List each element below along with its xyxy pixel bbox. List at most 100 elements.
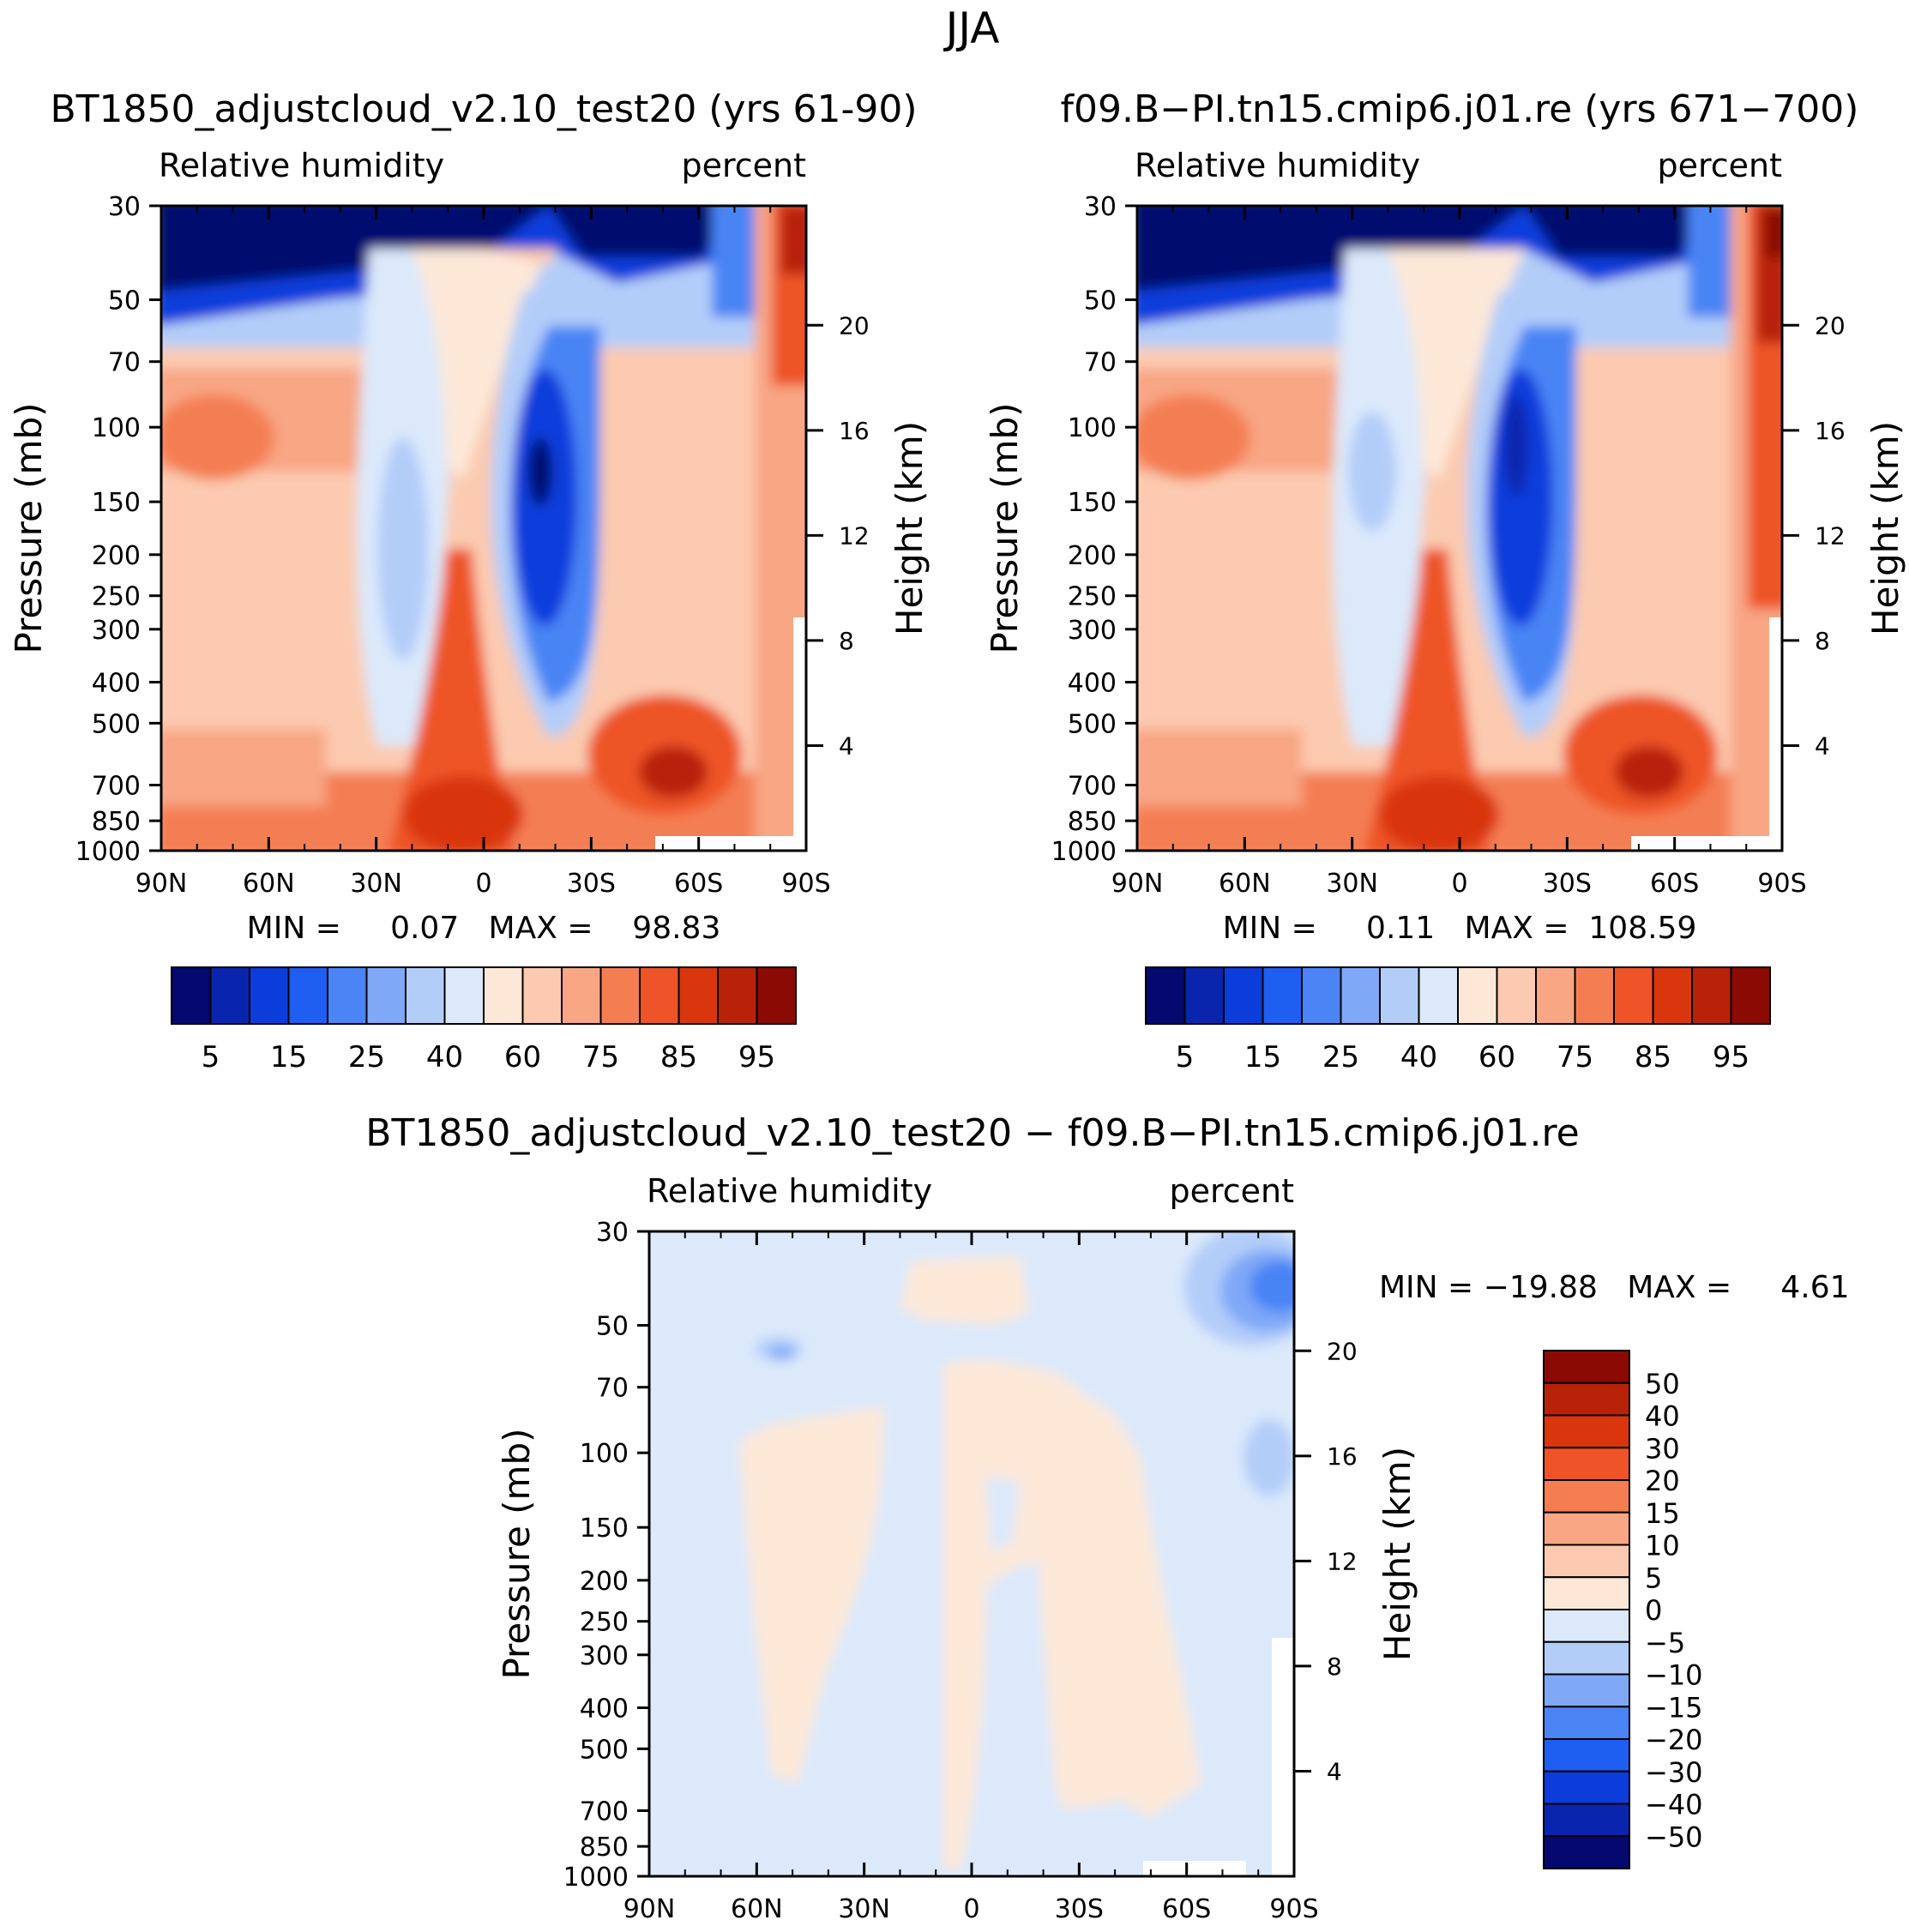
colorbar-label: −5 xyxy=(1645,1627,1685,1659)
y-tick-label: 850 xyxy=(580,1833,629,1863)
colorbar-label: 0 xyxy=(1645,1594,1662,1627)
y-tick-label: 200 xyxy=(92,541,141,571)
colorbar-box xyxy=(1301,966,1342,1025)
panel-left: BT1850_adjustcloud_v2.10_test20 (yrs 61-… xyxy=(8,87,930,1074)
y-axis-label: Pressure (mb) xyxy=(8,402,50,653)
colorbar-box xyxy=(365,966,406,1025)
x-tick-label: 30N xyxy=(838,1894,890,1924)
y2-tick-label: 8 xyxy=(1327,1652,1342,1681)
y-tick-label: 400 xyxy=(580,1694,629,1724)
y-tick-label: 400 xyxy=(1068,668,1117,698)
colorbar-box xyxy=(521,966,563,1025)
x-ticks: 90N 60N 30N 0 30S 60S 90S xyxy=(623,1231,1319,1924)
colorbar-box xyxy=(209,966,250,1025)
colorbar-box xyxy=(1543,1673,1630,1708)
colorbar-box xyxy=(1379,966,1420,1025)
y2-tick-label: 16 xyxy=(1815,417,1846,445)
colorbar-label: −15 xyxy=(1645,1691,1703,1724)
colorbar-box xyxy=(1543,1447,1630,1481)
x-tick-label: 60S xyxy=(674,869,723,899)
colorbar-box xyxy=(287,966,328,1025)
colorbar-box xyxy=(1223,966,1264,1025)
colorbar-box xyxy=(561,966,602,1025)
y2-tick-label: 4 xyxy=(1327,1757,1342,1785)
y-tick-label: 200 xyxy=(1068,541,1117,571)
y-tick-label: 200 xyxy=(580,1567,629,1597)
colorbar-label: 40 xyxy=(1645,1400,1680,1433)
y-tick-label: 150 xyxy=(580,1514,629,1544)
y2-tick-label: 4 xyxy=(1815,731,1830,760)
min-max-label: MIN = 0.11 MAX = 108.59 xyxy=(1223,911,1697,946)
x-tick-label: 0 xyxy=(1451,869,1467,899)
x-tick-label: 30S xyxy=(1055,1894,1104,1924)
y-tick-label: 1000 xyxy=(1051,837,1117,867)
units-label: percent xyxy=(681,147,806,184)
panel-right: f09.B−PI.tn15.cmip6.j01.re (yrs 671−700)… xyxy=(984,87,1906,1074)
colorbar-box xyxy=(756,966,797,1025)
y2-tick-label: 12 xyxy=(839,521,870,550)
y2-tick-label: 20 xyxy=(839,311,870,340)
colorbar-box xyxy=(599,966,641,1025)
colorbar-box xyxy=(1730,966,1771,1025)
y2-ticks: 20 16 12 8 4 xyxy=(1294,1337,1358,1785)
y-tick-label: 150 xyxy=(92,488,141,518)
min-max-label: MIN = 0.07 MAX = 98.83 xyxy=(247,911,721,946)
y2-tick-label: 12 xyxy=(1327,1547,1358,1575)
y-tick-label: 100 xyxy=(92,413,141,443)
colorbar-box xyxy=(1543,1706,1630,1740)
colorbar: 5 15 25 40 60 75 85 95 xyxy=(171,966,797,1074)
y-tick-label: 100 xyxy=(580,1439,629,1469)
y2-tick-label: 8 xyxy=(1815,627,1830,655)
min-max-label: MIN = −19.88 MAX = 4.61 xyxy=(1379,1270,1850,1305)
y-tick-label: 300 xyxy=(580,1641,629,1671)
colorbar-box xyxy=(1543,1576,1630,1610)
y2-axis-label: Height (km) xyxy=(1376,1447,1418,1661)
colorbar-label: 60 xyxy=(504,1040,541,1074)
y-tick-label: 700 xyxy=(1068,772,1117,802)
y-tick-label: 850 xyxy=(1068,807,1117,837)
y-tick-label: 250 xyxy=(580,1608,629,1638)
x-tick-label: 30S xyxy=(567,869,616,899)
colorbar-box xyxy=(1543,1770,1630,1805)
y-axis-label: Pressure (mb) xyxy=(496,1428,538,1679)
colorbar-box xyxy=(1543,1381,1630,1417)
colorbar-box xyxy=(1535,966,1576,1025)
x-tick-label: 60S xyxy=(1650,869,1699,899)
x-tick-label: 30N xyxy=(1326,869,1378,899)
y2-tick-label: 16 xyxy=(1327,1442,1358,1471)
colorbar-box xyxy=(1145,966,1186,1025)
y-tick-label: 30 xyxy=(1084,192,1117,222)
colorbar-box xyxy=(1652,966,1693,1025)
x-tick-label: 60N xyxy=(731,1894,783,1924)
colorbar-box xyxy=(677,966,719,1025)
colorbar-box xyxy=(717,966,758,1025)
colorbar-box xyxy=(1340,966,1381,1025)
y2-tick-label: 16 xyxy=(839,417,870,445)
y-tick-label: 50 xyxy=(596,1312,629,1342)
x-tick-label: 90S xyxy=(781,869,830,899)
colorbar-label: 15 xyxy=(1244,1040,1281,1074)
colorbar-box xyxy=(1543,1511,1630,1546)
variable-label: Relative humidity xyxy=(159,147,444,184)
colorbar-box xyxy=(1183,966,1225,1025)
colorbar-box xyxy=(1543,1803,1630,1838)
y-tick-label: 500 xyxy=(580,1735,629,1765)
colorbar-box xyxy=(1543,1835,1630,1869)
y-tick-label: 300 xyxy=(92,616,141,646)
colorbar-box xyxy=(443,966,485,1025)
colorbar-box xyxy=(1543,1609,1630,1643)
units-label: percent xyxy=(1657,147,1782,184)
y2-axis-label: Height (km) xyxy=(888,421,930,635)
colorbar-label: 25 xyxy=(348,1040,385,1074)
colorbar-label: −30 xyxy=(1645,1756,1703,1789)
y-tick-label: 70 xyxy=(1084,348,1117,378)
y-tick-label: 500 xyxy=(1068,709,1117,739)
colorbar-box xyxy=(1543,1544,1630,1579)
colorbar-label: 15 xyxy=(270,1040,307,1074)
colorbar-label: 85 xyxy=(1635,1040,1671,1074)
